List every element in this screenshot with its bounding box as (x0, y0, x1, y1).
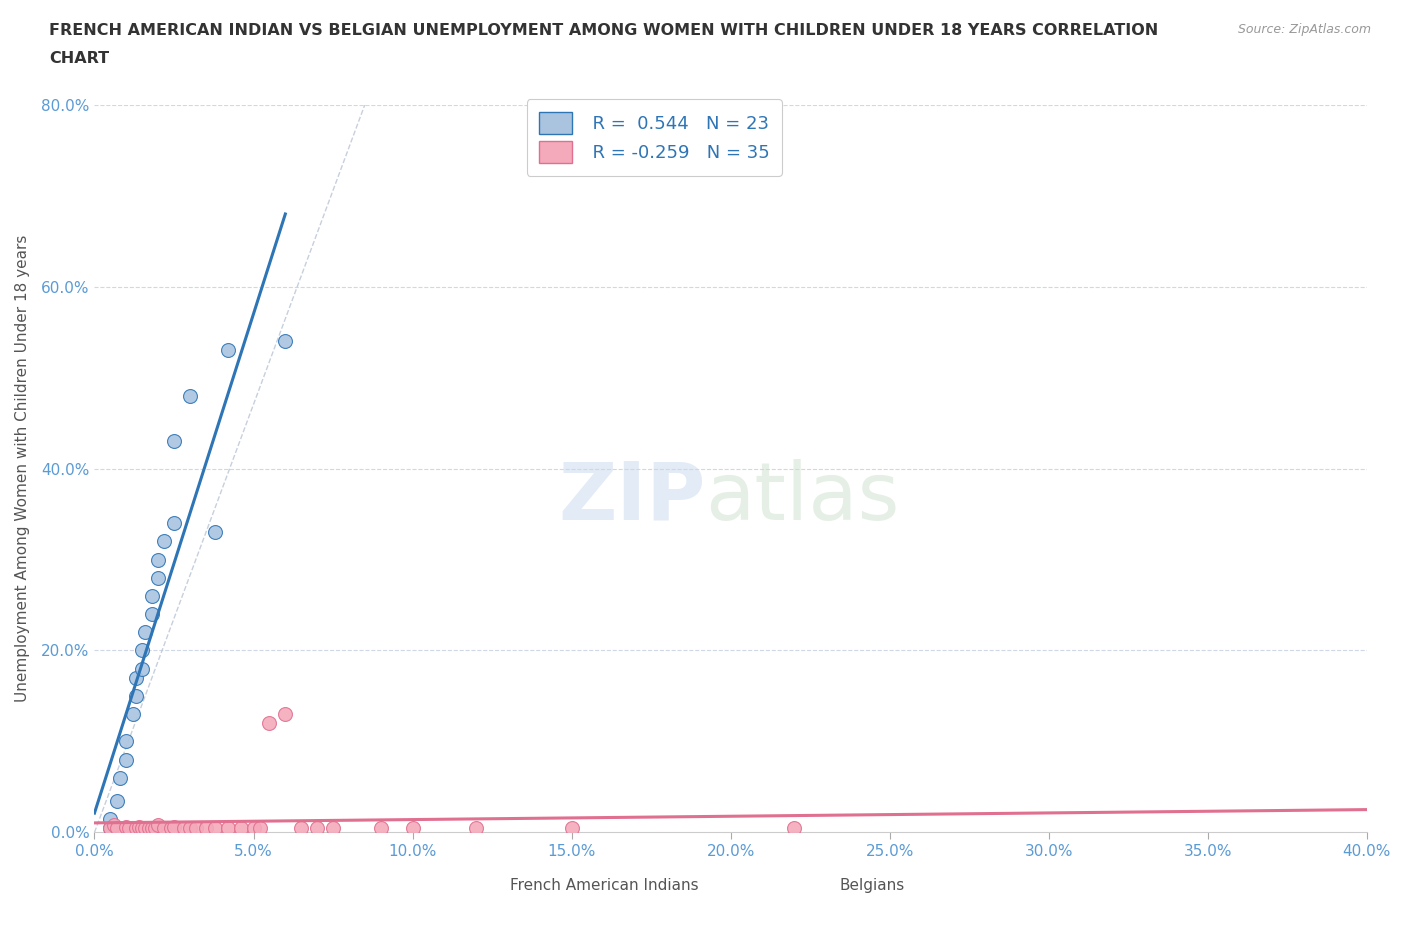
Point (146, 552, 169, 567)
Text: ZIP: ZIP (558, 458, 706, 537)
Point (179, 389, 201, 404)
Point (131, 661, 153, 676)
Point (259, 716, 281, 731)
Point (159, 820, 181, 835)
Point (141, 589, 163, 604)
Point (100, 820, 122, 835)
Point (401, 820, 423, 835)
Y-axis label: Unemployment Among Women with Children Under 18 years: Unemployment Among Women with Children U… (15, 235, 30, 702)
Point (153, 534, 176, 549)
Point (128, 819, 150, 834)
Point (204, 820, 226, 835)
Point (131, 820, 153, 835)
Point (186, 820, 208, 835)
Point (153, 820, 176, 835)
Point (100, 820, 122, 835)
Point (274, 334, 297, 349)
Text: FRENCH AMERICAN INDIAN VS BELGIAN UNEMPLOYMENT AMONG WOMEN WITH CHILDREN UNDER 1: FRENCH AMERICAN INDIAN VS BELGIAN UNEMPL… (49, 23, 1159, 38)
Point (242, 820, 264, 835)
Point (141, 606, 163, 621)
Text: Source: ZipAtlas.com: Source: ZipAtlas.com (1237, 23, 1371, 36)
Point (783, 820, 806, 835)
Point (229, 820, 252, 835)
Point (105, 793, 128, 808)
Point (322, 820, 344, 835)
Point (121, 707, 143, 722)
Legend:   R =  0.544   N = 23,   R = -0.259   N = 35: R = 0.544 N = 23, R = -0.259 N = 35 (526, 100, 782, 176)
Point (194, 820, 217, 835)
Text: atlas: atlas (706, 458, 900, 537)
Point (125, 671, 148, 685)
Point (163, 515, 186, 530)
Point (125, 820, 148, 835)
Point (290, 820, 312, 835)
Point (103, 817, 125, 832)
Point (108, 770, 131, 785)
Point (217, 343, 239, 358)
Point (138, 820, 160, 835)
Point (115, 734, 138, 749)
Point (146, 570, 169, 585)
Point (465, 820, 488, 835)
Point (134, 625, 156, 640)
Point (125, 688, 148, 703)
Point (131, 643, 153, 658)
Point (307, 820, 329, 835)
Point (143, 820, 166, 835)
Point (146, 817, 169, 832)
Point (141, 820, 163, 835)
Point (134, 820, 156, 835)
Point (274, 707, 297, 722)
Text: Belgians: Belgians (839, 878, 904, 893)
Point (561, 820, 583, 835)
Point (163, 433, 186, 448)
Point (115, 819, 138, 834)
Point (100, 811, 122, 826)
Point (115, 752, 138, 767)
Point (118, 820, 141, 835)
Point (217, 820, 239, 835)
Point (370, 820, 392, 835)
Point (163, 819, 186, 834)
Point (249, 820, 271, 835)
Point (179, 820, 201, 835)
Text: CHART: CHART (49, 51, 110, 66)
Text: French American Indians: French American Indians (510, 878, 699, 893)
Point (204, 525, 226, 539)
Point (173, 820, 195, 835)
Point (105, 820, 128, 835)
